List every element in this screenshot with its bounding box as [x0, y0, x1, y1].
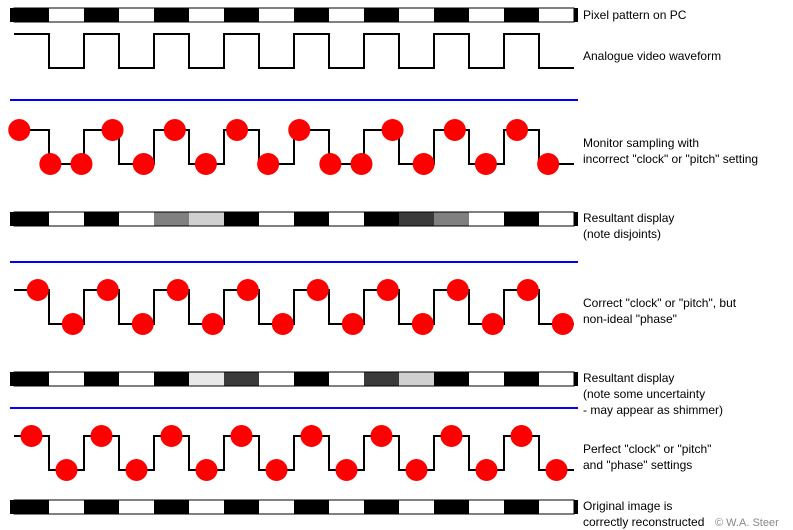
result-strip-shimmer: [10, 372, 578, 386]
pixel-pattern-strip: [10, 8, 578, 22]
sample-dot: [552, 313, 574, 335]
sample-dot: [164, 119, 186, 141]
sample-dot: [70, 153, 92, 175]
sample-dot: [56, 459, 78, 481]
sample-dot: [97, 279, 119, 301]
sample-dot: [226, 119, 248, 141]
sample-dot: [319, 153, 341, 175]
sample-dot: [371, 425, 393, 447]
sample-dot: [406, 459, 428, 481]
sample-dot: [102, 119, 124, 141]
sample-dot: [21, 425, 43, 447]
sample-dot: [350, 153, 372, 175]
sample-dot: [506, 119, 528, 141]
sampling-correct-clock-bad-phase: [14, 279, 574, 335]
sample-dot: [195, 153, 217, 175]
sample-dot: [537, 153, 559, 175]
analogue-waveform: [14, 34, 574, 68]
sample-dot: [447, 279, 469, 301]
sample-dot: [307, 279, 329, 301]
label-s1-sampling: Monitor sampling withincorrect "clock" o…: [583, 135, 758, 167]
sample-dot: [62, 313, 84, 335]
label-pixel-pattern: Pixel pattern on PC: [583, 7, 686, 23]
sampling-incorrect-clock: [8, 119, 574, 175]
sample-dot: [301, 425, 323, 447]
sample-dot: [377, 279, 399, 301]
sample-dot: [517, 279, 539, 301]
sample-dot: [91, 425, 113, 447]
sample-dot: [412, 313, 434, 335]
sample-dot: [382, 119, 404, 141]
sample-dot: [475, 153, 497, 175]
sample-dot: [167, 279, 189, 301]
sample-dot: [202, 313, 224, 335]
sample-dot: [511, 425, 533, 447]
label-s2-result: Resultant display(note some uncertainty-…: [583, 370, 723, 419]
sample-dot: [546, 459, 568, 481]
sample-dot: [126, 459, 148, 481]
sample-dot: [482, 313, 504, 335]
sample-dot: [8, 119, 30, 141]
diagram-root: Pixel pattern on PC Analogue video wavef…: [0, 0, 793, 530]
credit-text: © W.A. Steer: [715, 517, 779, 529]
sample-dot: [161, 425, 183, 447]
sample-dot: [288, 119, 310, 141]
sampling-perfect: [14, 425, 574, 481]
sample-dot: [413, 153, 435, 175]
sample-dot: [266, 459, 288, 481]
result-strip-correct: [10, 500, 578, 514]
sample-dot: [133, 153, 155, 175]
label-s2-sampling: Correct "clock" or "pitch", butnon-ideal…: [583, 295, 736, 327]
sample-dot: [231, 425, 253, 447]
sample-dot: [272, 313, 294, 335]
label-s3-sampling: Perfect "clock" or "pitch"and "phase" se…: [583, 441, 711, 473]
sample-dot: [441, 425, 463, 447]
sample-dot: [132, 313, 154, 335]
sample-dot: [196, 459, 218, 481]
label-s3-result: Original image iscorrectly reconstructed: [583, 498, 704, 530]
sample-dot: [476, 459, 498, 481]
sample-dot: [444, 119, 466, 141]
label-s1-result: Resultant display(note disjoints): [583, 210, 674, 242]
sample-dot: [336, 459, 358, 481]
label-analogue-waveform: Analogue video waveform: [583, 48, 721, 64]
sample-dot: [39, 153, 61, 175]
sample-dot: [342, 313, 364, 335]
sample-dot: [257, 153, 279, 175]
result-strip-disjoints: [10, 212, 578, 226]
sample-dot: [237, 279, 259, 301]
sample-dot: [27, 279, 49, 301]
